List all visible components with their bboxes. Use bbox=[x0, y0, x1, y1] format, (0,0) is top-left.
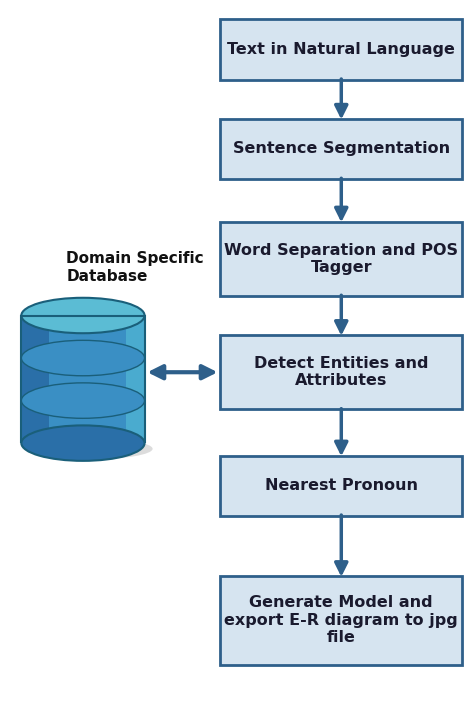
FancyBboxPatch shape bbox=[220, 455, 462, 516]
Polygon shape bbox=[49, 316, 145, 443]
FancyBboxPatch shape bbox=[220, 118, 462, 179]
Polygon shape bbox=[126, 316, 145, 443]
FancyBboxPatch shape bbox=[220, 19, 462, 79]
Ellipse shape bbox=[21, 298, 145, 333]
Ellipse shape bbox=[25, 438, 153, 459]
Text: Text in Natural Language: Text in Natural Language bbox=[228, 42, 455, 57]
Text: Detect Entities and
Attributes: Detect Entities and Attributes bbox=[254, 356, 428, 389]
Text: Generate Model and
export E-R diagram to jpg
file: Generate Model and export E-R diagram to… bbox=[224, 596, 458, 645]
Ellipse shape bbox=[21, 425, 145, 461]
Text: Nearest Pronoun: Nearest Pronoun bbox=[265, 478, 418, 493]
FancyBboxPatch shape bbox=[220, 221, 462, 296]
Ellipse shape bbox=[21, 383, 145, 418]
Polygon shape bbox=[21, 316, 49, 443]
Text: Sentence Segmentation: Sentence Segmentation bbox=[233, 141, 450, 157]
Text: Word Separation and POS
Tagger: Word Separation and POS Tagger bbox=[224, 242, 458, 275]
FancyBboxPatch shape bbox=[220, 576, 462, 665]
Text: Domain Specific
Database: Domain Specific Database bbox=[66, 251, 204, 284]
Ellipse shape bbox=[21, 340, 145, 376]
FancyBboxPatch shape bbox=[220, 335, 462, 410]
